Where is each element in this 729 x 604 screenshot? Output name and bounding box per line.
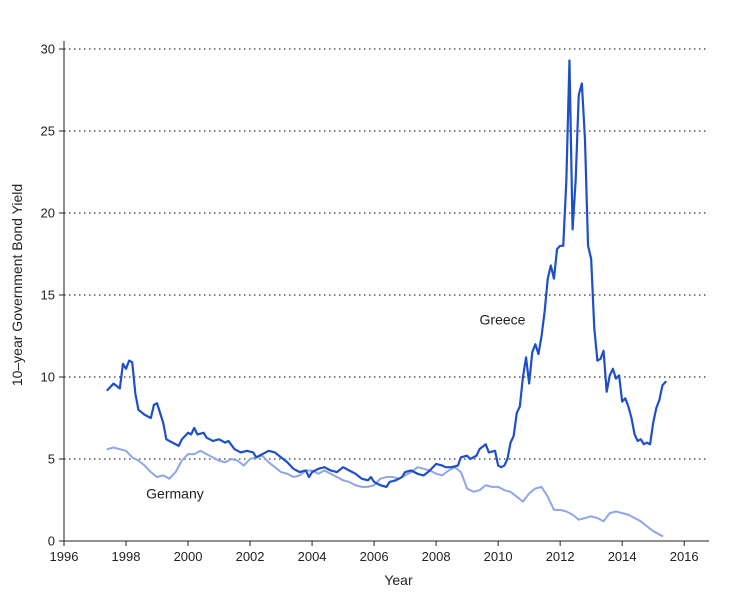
x-tick-label-2008: 2008	[422, 549, 451, 564]
series-label-germany: Germany	[146, 485, 204, 501]
x-tick-label-1998: 1998	[112, 549, 141, 564]
y-tick-label-15: 15	[41, 288, 55, 303]
series-line-greece	[106, 59, 667, 488]
x-tick-label-2006: 2006	[360, 549, 389, 564]
series-label-greece: Greece	[480, 312, 526, 328]
x-tick-label-2016: 2016	[670, 549, 699, 564]
series-labels: Germany Greece	[146, 312, 525, 502]
gridlines	[64, 48, 709, 460]
x-tick-label-2012: 2012	[546, 549, 575, 564]
x-tick-label-2002: 2002	[236, 549, 265, 564]
y-tick-label-30: 30	[41, 42, 55, 57]
axes: 0 5 10 15 20 25 30 1996 1998 2000 2002 2004 2006 2008…	[41, 41, 709, 564]
x-tick-label-2010: 2010	[484, 549, 513, 564]
y-tick-label-5: 5	[48, 452, 55, 467]
y-tick-label-20: 20	[41, 206, 55, 221]
x-axis-title: Year	[384, 572, 413, 588]
x-tick-label-2000: 2000	[174, 549, 203, 564]
y-tick-label-25: 25	[41, 124, 55, 139]
y-axis-title: 10–year Government Bond Yield	[9, 184, 25, 386]
series-line-germany	[106, 446, 664, 538]
x-tick-label-2004: 2004	[298, 549, 327, 564]
x-tick-label-1996: 1996	[50, 549, 79, 564]
y-tick-label-0: 0	[48, 534, 55, 549]
x-tick-label-2014: 2014	[608, 549, 637, 564]
y-tick-label-10: 10	[41, 370, 55, 385]
series-lines	[106, 59, 667, 538]
